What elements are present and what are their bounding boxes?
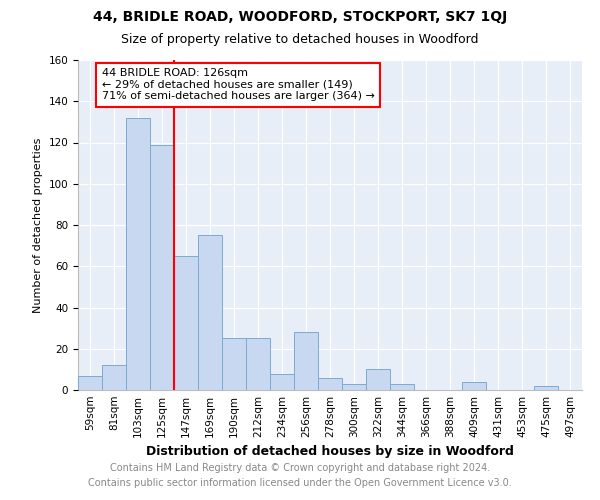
Text: 44, BRIDLE ROAD, WOODFORD, STOCKPORT, SK7 1QJ: 44, BRIDLE ROAD, WOODFORD, STOCKPORT, SK… <box>93 10 507 24</box>
Text: 44 BRIDLE ROAD: 126sqm
← 29% of detached houses are smaller (149)
71% of semi-de: 44 BRIDLE ROAD: 126sqm ← 29% of detached… <box>102 68 375 102</box>
Y-axis label: Number of detached properties: Number of detached properties <box>33 138 43 312</box>
Text: Size of property relative to detached houses in Woodford: Size of property relative to detached ho… <box>121 32 479 46</box>
Bar <box>270 374 294 390</box>
Bar <box>366 370 390 390</box>
Bar <box>318 378 342 390</box>
Bar <box>150 144 174 390</box>
Bar <box>198 236 222 390</box>
Bar <box>534 386 558 390</box>
Bar <box>246 338 270 390</box>
Bar <box>294 332 318 390</box>
Bar <box>390 384 414 390</box>
Bar <box>342 384 366 390</box>
X-axis label: Distribution of detached houses by size in Woodford: Distribution of detached houses by size … <box>146 446 514 458</box>
Bar <box>462 382 486 390</box>
Bar <box>222 338 246 390</box>
Text: Contains HM Land Registry data © Crown copyright and database right 2024.
Contai: Contains HM Land Registry data © Crown c… <box>88 462 512 487</box>
Bar <box>78 376 102 390</box>
Bar <box>126 118 150 390</box>
Bar <box>102 365 126 390</box>
Bar <box>174 256 198 390</box>
